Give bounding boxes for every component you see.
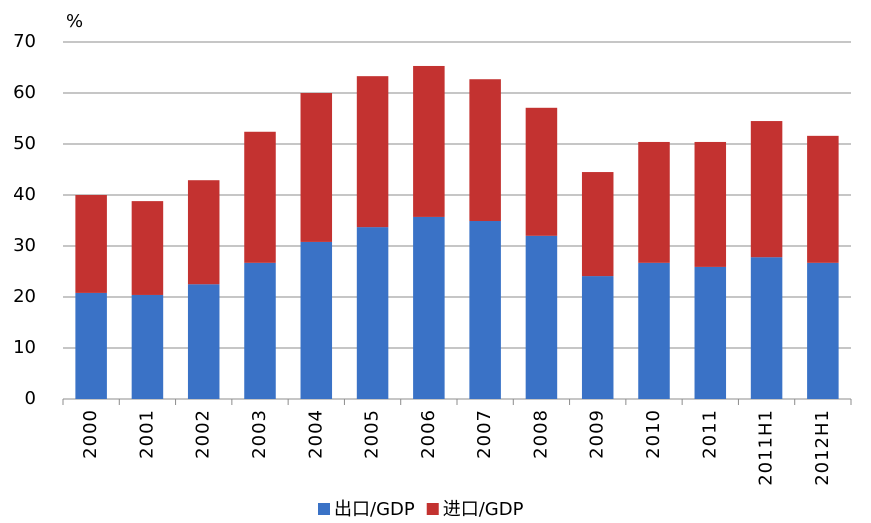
bar-segment [525, 107, 558, 236]
bar-segment [244, 262, 276, 399]
bar-segment [131, 294, 164, 399]
legend-swatch [318, 503, 330, 515]
bar-segment [244, 131, 276, 263]
y-tick-label: 60 [13, 82, 36, 103]
bar-segment [694, 141, 727, 267]
x-tick-label: 2011 [699, 409, 720, 459]
y-tick-label: 0 [25, 388, 36, 409]
x-tick-label: 2010 [643, 409, 664, 459]
bar-segment [356, 76, 389, 228]
x-tick-label: 2000 [80, 409, 101, 459]
x-tick-label: 2011H1 [756, 409, 777, 486]
bar-segment [413, 65, 445, 217]
y-tick-label: 70 [13, 31, 36, 52]
x-tick-label: 2001 [136, 409, 157, 459]
bar-segment [413, 216, 445, 399]
y-tick-label: 40 [13, 184, 36, 205]
x-tick-label: 2012H1 [812, 409, 833, 486]
bar-segment [581, 172, 614, 277]
bar-segment [525, 235, 558, 399]
x-tick-label: 2009 [587, 409, 608, 459]
bar-segment [638, 141, 670, 263]
bar-segment [750, 121, 783, 258]
bar-segment [75, 292, 107, 399]
bar-segment [581, 276, 614, 399]
y-tick-label: 30 [13, 235, 36, 256]
bar-segment [131, 201, 164, 295]
x-tick-label: 2004 [305, 409, 326, 459]
y-unit: % [66, 11, 83, 32]
bar-segment [807, 262, 839, 399]
y-tick-label: 20 [13, 286, 36, 307]
y-tick-label: 50 [13, 133, 36, 154]
legend-label: 出口/GDP [334, 499, 415, 520]
legend-label: 进口/GDP [443, 499, 524, 520]
bar-segment [187, 180, 220, 285]
bar-segment [694, 266, 727, 399]
bar-segment [300, 93, 333, 242]
x-tick-label: 2002 [193, 409, 214, 459]
bar-segment [469, 79, 501, 222]
bar-segment [75, 195, 107, 293]
x-tick-label: 2007 [474, 409, 495, 459]
bar-segment [300, 241, 333, 399]
legend-swatch [426, 503, 439, 515]
x-tick-label: 2008 [530, 409, 551, 459]
bar-segment [356, 227, 389, 399]
x-tick-label: 2006 [418, 409, 439, 459]
x-tick-label: 2005 [362, 409, 383, 459]
bar-segment [807, 135, 839, 263]
bar-segment [638, 262, 670, 399]
x-tick-label: 2003 [249, 409, 270, 459]
bar-segment [750, 257, 783, 399]
y-tick-label: 10 [13, 337, 36, 358]
bar-segment [469, 221, 501, 399]
bar-segment [187, 284, 220, 399]
